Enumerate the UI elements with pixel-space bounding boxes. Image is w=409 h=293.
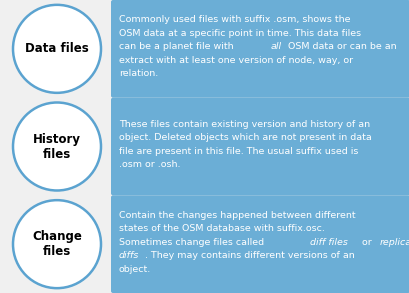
Text: can be a planet file with: can be a planet file with [119, 42, 236, 51]
Ellipse shape [13, 103, 101, 190]
Text: states of the OSM database with suffix.osc.: states of the OSM database with suffix.o… [119, 224, 324, 233]
Text: relation.: relation. [119, 69, 158, 78]
Text: extract with at least one version of node, way, or: extract with at least one version of nod… [119, 56, 352, 65]
Text: or: or [358, 238, 374, 247]
Text: . They may contains different versions of an: . They may contains different versions o… [145, 251, 354, 260]
Text: Change
files: Change files [32, 230, 82, 258]
FancyBboxPatch shape [111, 195, 409, 293]
Text: object.: object. [119, 265, 151, 274]
Text: These files contain existing version and history of an: These files contain existing version and… [119, 120, 369, 129]
Text: diff files: diff files [309, 238, 347, 247]
Text: replication: replication [378, 238, 409, 247]
Text: Data files: Data files [25, 42, 89, 55]
Text: diffs: diffs [119, 251, 139, 260]
Ellipse shape [13, 200, 101, 288]
Text: object. Deleted objects which are not present in data: object. Deleted objects which are not pr… [119, 133, 371, 142]
Text: Contain the changes happened between different: Contain the changes happened between dif… [119, 211, 355, 220]
Text: file are present in this file. The usual suffix used is: file are present in this file. The usual… [119, 147, 357, 156]
FancyBboxPatch shape [111, 0, 409, 98]
Text: Commonly used files with suffix .osm, shows the: Commonly used files with suffix .osm, sh… [119, 15, 350, 24]
FancyBboxPatch shape [111, 98, 409, 195]
Text: OSM data at a specific point in time. This data files: OSM data at a specific point in time. Th… [119, 29, 360, 38]
Ellipse shape [13, 5, 101, 93]
Text: History
files: History files [33, 132, 81, 161]
Text: .osm or .osh.: .osm or .osh. [119, 160, 180, 169]
Text: OSM data or can be an: OSM data or can be an [284, 42, 396, 51]
Text: Sometimes change files called: Sometimes change files called [119, 238, 267, 247]
Text: all: all [270, 42, 281, 51]
